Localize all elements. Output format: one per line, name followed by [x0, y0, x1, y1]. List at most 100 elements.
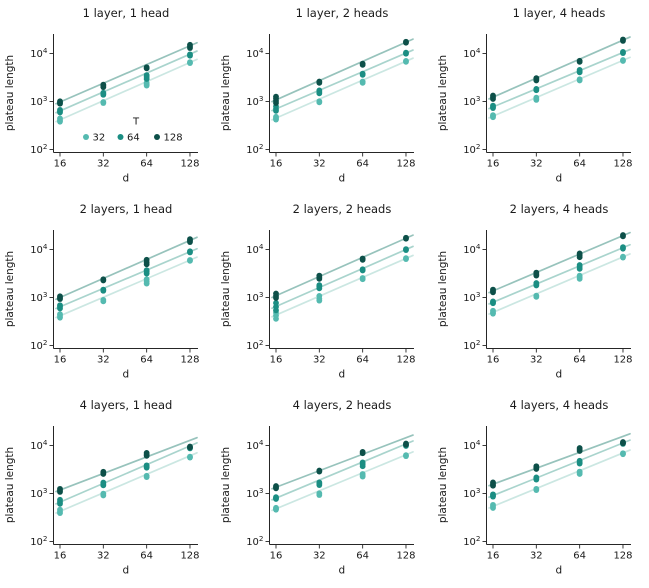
fit-line-T128 — [271, 234, 415, 299]
subplot-title: 2 layers, 4 heads — [509, 202, 608, 216]
x-tick-label: 128 — [180, 354, 199, 365]
x-axis-label: d — [555, 172, 562, 184]
x-tick-label: 32 — [313, 550, 326, 561]
fit-line-T32 — [55, 451, 198, 514]
y-tick-label: 104 — [30, 438, 48, 452]
data-point-T128 — [576, 445, 583, 451]
x-tick-label: 128 — [397, 550, 416, 561]
x-tick-label: 32 — [97, 158, 110, 169]
y-tick-label: 103 — [30, 94, 47, 108]
data-point-T64 — [533, 474, 539, 481]
x-tick-label: 128 — [613, 354, 632, 365]
x-tick-label: 16 — [486, 550, 499, 561]
x-tick-label: 16 — [54, 550, 67, 561]
data-point-T32 — [316, 98, 323, 105]
y-tick-label: 104 — [30, 242, 48, 256]
x-tick-label: 64 — [140, 354, 153, 365]
y-tick-label: 103 — [247, 290, 264, 304]
y-tick-label: 103 — [247, 94, 264, 108]
data-point-T128 — [100, 468, 107, 475]
data-point-T64 — [100, 479, 107, 486]
x-axis-label: d — [339, 564, 346, 576]
data-point-T64 — [143, 72, 150, 78]
data-point-T32 — [187, 257, 193, 263]
data-point-T128 — [187, 41, 193, 48]
x-axis-label: d — [339, 172, 346, 184]
y-tick-label: 103 — [30, 290, 47, 304]
x-axis-label: d — [122, 564, 129, 576]
data-point-T32 — [619, 450, 626, 457]
y-tick-label: 102 — [463, 338, 480, 352]
subplot-1-layer-2-heads: 102 103 104 16 32 64 128 1 layer, 2 heads d plate… — [216, 0, 433, 196]
data-point-T128 — [360, 449, 366, 455]
subplot-canvas: 102 103 104 16 32 64 128 1 layer, 2 heads d plate… — [220, 6, 416, 184]
y-tick-label: 102 — [247, 534, 264, 548]
data-point-T64 — [489, 298, 496, 305]
subplot-title: 2 layers, 1 head — [80, 202, 173, 216]
x-axis-label: d — [122, 172, 129, 184]
data-point-T64 — [316, 282, 323, 289]
y-axis-label: plateau length — [437, 55, 449, 131]
x-tick-label: 32 — [530, 158, 543, 169]
data-point-T128 — [143, 256, 150, 263]
x-tick-label: 32 — [530, 550, 543, 561]
data-point-T128 — [403, 234, 410, 241]
data-point-T128 — [403, 38, 410, 45]
y-axis-label: plateau length — [220, 55, 232, 131]
subplot-2-layers-4-heads: 102 103 104 16 32 64 128 2 layers, 4 heads d plat… — [433, 196, 649, 392]
axes-spines — [485, 426, 631, 545]
data-point-T64 — [360, 70, 366, 77]
subplot-canvas: 102 103 104 16 32 64 128 T 32 64 128 1 layer, 1 hea… — [4, 6, 200, 184]
fit-line-T128 — [55, 41, 198, 105]
x-tick-label: 128 — [397, 354, 416, 365]
data-point-T32 — [576, 272, 583, 279]
data-point-T128 — [100, 81, 107, 88]
data-point-T64 — [489, 491, 496, 498]
data-point-T64 — [576, 262, 583, 268]
data-point-T64 — [403, 49, 410, 56]
fit-line-T128 — [487, 231, 631, 294]
data-point-T128 — [360, 255, 366, 262]
x-tick-label: 16 — [270, 354, 283, 365]
fit-line-T128 — [271, 38, 415, 103]
data-point-T32 — [576, 76, 583, 83]
subplot-title: 4 layers, 2 heads — [293, 398, 392, 412]
data-point-T32 — [187, 59, 193, 66]
axes-spines — [485, 34, 631, 153]
y-tick-label: 104 — [463, 242, 481, 256]
x-tick-label: 16 — [54, 354, 67, 365]
subplot-canvas: 102 103 104 16 32 64 128 4 layers, 4 heads d plat… — [437, 398, 633, 576]
data-point-T128 — [100, 276, 107, 283]
subplot-canvas: 102 103 104 16 32 64 128 1 layer, 4 heads d plate… — [437, 6, 633, 184]
data-point-T32 — [619, 57, 626, 63]
data-point-T32 — [489, 501, 496, 508]
subplot-canvas: 102 103 104 16 32 64 128 4 layers, 1 head d plate… — [4, 398, 200, 576]
x-axis-label: d — [122, 368, 129, 380]
x-axis-label: d — [339, 368, 346, 380]
x-tick-label: 64 — [140, 550, 153, 561]
y-axis-label: plateau length — [220, 251, 232, 327]
fit-line-T64 — [487, 439, 631, 499]
fit-line-T128 — [55, 236, 198, 301]
axes-spines — [52, 230, 198, 349]
fit-line-T32 — [487, 56, 631, 119]
legend-entry-label: 32 — [92, 132, 105, 143]
data-point-T32 — [100, 490, 107, 497]
data-point-T32 — [187, 453, 193, 460]
y-tick-label: 102 — [247, 338, 264, 352]
y-tick-label: 104 — [247, 46, 265, 60]
data-point-T64 — [57, 496, 63, 503]
data-point-T128 — [57, 485, 63, 492]
subplot-4-layers-2-heads: 102 103 104 16 32 64 128 4 layers, 2 heads d plat… — [216, 392, 433, 588]
data-point-T32 — [533, 292, 539, 299]
fit-line-T32 — [487, 253, 631, 315]
subplot-2-layers-2-heads: 102 103 104 16 32 64 128 2 layers, 2 heads d plat… — [216, 196, 433, 392]
data-point-T128 — [576, 57, 583, 64]
data-point-T32 — [576, 468, 583, 475]
data-point-T128 — [273, 93, 280, 100]
x-tick-label: 32 — [313, 354, 326, 365]
data-point-T32 — [143, 472, 150, 479]
y-tick-label: 104 — [30, 46, 48, 60]
fit-line-T128 — [55, 436, 198, 493]
y-tick-label: 104 — [463, 46, 481, 60]
